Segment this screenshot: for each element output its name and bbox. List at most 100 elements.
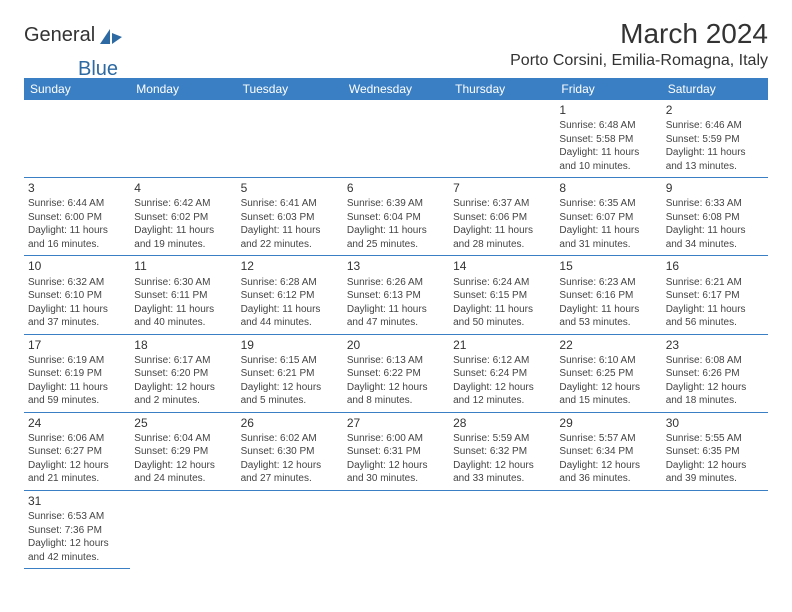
logo-text-blue: Blue <box>78 58 118 81</box>
day-number: 22 <box>559 337 657 354</box>
day-sunrise: Sunrise: 6:48 AM <box>559 119 657 133</box>
header: General March 2024 Porto Corsini, Emilia… <box>24 18 768 70</box>
day-dl1: Daylight: 11 hours <box>559 224 657 238</box>
calendar-day-cell: 25Sunrise: 6:04 AMSunset: 6:29 PMDayligh… <box>130 412 236 490</box>
day-number: 28 <box>453 415 551 432</box>
calendar-day-cell: 11Sunrise: 6:30 AMSunset: 6:11 PMDayligh… <box>130 256 236 334</box>
day-dl1: Daylight: 12 hours <box>134 381 232 395</box>
calendar-empty-cell <box>662 490 768 568</box>
day-sunset: Sunset: 6:08 PM <box>666 211 764 225</box>
calendar-day-cell: 27Sunrise: 6:00 AMSunset: 6:31 PMDayligh… <box>343 412 449 490</box>
month-title: March 2024 <box>510 18 768 50</box>
calendar-empty-cell <box>24 100 130 178</box>
day-number: 17 <box>28 337 126 354</box>
day-sunset: Sunset: 6:07 PM <box>559 211 657 225</box>
day-sunrise: Sunrise: 6:19 AM <box>28 354 126 368</box>
day-dl2: and 44 minutes. <box>241 316 339 330</box>
day-sunrise: Sunrise: 6:42 AM <box>134 197 232 211</box>
day-number: 18 <box>134 337 232 354</box>
weekday-header: Friday <box>555 78 661 100</box>
day-dl1: Daylight: 11 hours <box>134 303 232 317</box>
day-dl2: and 31 minutes. <box>559 238 657 252</box>
calendar-empty-cell <box>237 100 343 178</box>
calendar-header-row: SundayMondayTuesdayWednesdayThursdayFrid… <box>24 78 768 100</box>
calendar-body: 1Sunrise: 6:48 AMSunset: 5:58 PMDaylight… <box>24 100 768 569</box>
calendar-day-cell: 21Sunrise: 6:12 AMSunset: 6:24 PMDayligh… <box>449 334 555 412</box>
calendar-day-cell: 14Sunrise: 6:24 AMSunset: 6:15 PMDayligh… <box>449 256 555 334</box>
day-dl2: and 19 minutes. <box>134 238 232 252</box>
day-sunset: Sunset: 6:24 PM <box>453 367 551 381</box>
day-dl2: and 27 minutes. <box>241 472 339 486</box>
calendar-day-cell: 12Sunrise: 6:28 AMSunset: 6:12 PMDayligh… <box>237 256 343 334</box>
day-dl1: Daylight: 11 hours <box>453 224 551 238</box>
day-dl2: and 59 minutes. <box>28 394 126 408</box>
day-sunset: Sunset: 6:15 PM <box>453 289 551 303</box>
calendar-day-cell: 19Sunrise: 6:15 AMSunset: 6:21 PMDayligh… <box>237 334 343 412</box>
day-sunrise: Sunrise: 6:32 AM <box>28 276 126 290</box>
day-dl2: and 30 minutes. <box>347 472 445 486</box>
day-sunrise: Sunrise: 5:57 AM <box>559 432 657 446</box>
calendar-empty-cell <box>343 100 449 178</box>
day-sunset: Sunset: 5:59 PM <box>666 133 764 147</box>
day-sunrise: Sunrise: 6:53 AM <box>28 510 126 524</box>
calendar-day-cell: 1Sunrise: 6:48 AMSunset: 5:58 PMDaylight… <box>555 100 661 178</box>
day-sunrise: Sunrise: 6:13 AM <box>347 354 445 368</box>
day-number: 9 <box>666 180 764 197</box>
calendar-day-cell: 13Sunrise: 6:26 AMSunset: 6:13 PMDayligh… <box>343 256 449 334</box>
calendar-day-cell: 3Sunrise: 6:44 AMSunset: 6:00 PMDaylight… <box>24 178 130 256</box>
day-number: 8 <box>559 180 657 197</box>
day-sunset: Sunset: 5:58 PM <box>559 133 657 147</box>
day-number: 2 <box>666 102 764 119</box>
day-dl2: and 40 minutes. <box>134 316 232 330</box>
day-sunset: Sunset: 6:34 PM <box>559 445 657 459</box>
day-dl2: and 24 minutes. <box>134 472 232 486</box>
weekday-header: Wednesday <box>343 78 449 100</box>
day-sunset: Sunset: 6:03 PM <box>241 211 339 225</box>
day-sunrise: Sunrise: 6:00 AM <box>347 432 445 446</box>
day-dl1: Daylight: 12 hours <box>347 381 445 395</box>
day-sunrise: Sunrise: 6:17 AM <box>134 354 232 368</box>
day-sunset: Sunset: 6:17 PM <box>666 289 764 303</box>
day-dl1: Daylight: 12 hours <box>241 459 339 473</box>
day-dl2: and 37 minutes. <box>28 316 126 330</box>
day-number: 11 <box>134 258 232 275</box>
day-sunset: Sunset: 6:12 PM <box>241 289 339 303</box>
day-sunrise: Sunrise: 6:06 AM <box>28 432 126 446</box>
day-sunrise: Sunrise: 6:46 AM <box>666 119 764 133</box>
day-sunset: Sunset: 6:13 PM <box>347 289 445 303</box>
day-sunrise: Sunrise: 6:33 AM <box>666 197 764 211</box>
day-number: 3 <box>28 180 126 197</box>
day-sunset: Sunset: 6:02 PM <box>134 211 232 225</box>
day-dl2: and 47 minutes. <box>347 316 445 330</box>
day-dl1: Daylight: 11 hours <box>28 224 126 238</box>
calendar-day-cell: 6Sunrise: 6:39 AMSunset: 6:04 PMDaylight… <box>343 178 449 256</box>
day-sunrise: Sunrise: 6:41 AM <box>241 197 339 211</box>
day-dl1: Daylight: 12 hours <box>134 459 232 473</box>
day-dl1: Daylight: 12 hours <box>666 459 764 473</box>
day-dl1: Daylight: 12 hours <box>666 381 764 395</box>
day-dl2: and 28 minutes. <box>453 238 551 252</box>
location: Porto Corsini, Emilia-Romagna, Italy <box>510 52 768 70</box>
day-number: 14 <box>453 258 551 275</box>
calendar-week-row: 1Sunrise: 6:48 AMSunset: 5:58 PMDaylight… <box>24 100 768 178</box>
weekday-header: Tuesday <box>237 78 343 100</box>
calendar-day-cell: 30Sunrise: 5:55 AMSunset: 6:35 PMDayligh… <box>662 412 768 490</box>
day-sunset: Sunset: 6:16 PM <box>559 289 657 303</box>
day-sunrise: Sunrise: 6:12 AM <box>453 354 551 368</box>
day-number: 15 <box>559 258 657 275</box>
day-sunset: Sunset: 6:11 PM <box>134 289 232 303</box>
day-sunset: Sunset: 6:00 PM <box>28 211 126 225</box>
day-dl2: and 50 minutes. <box>453 316 551 330</box>
day-sunset: Sunset: 6:32 PM <box>453 445 551 459</box>
calendar-day-cell: 2Sunrise: 6:46 AMSunset: 5:59 PMDaylight… <box>662 100 768 178</box>
day-number: 26 <box>241 415 339 432</box>
day-dl2: and 42 minutes. <box>28 551 126 565</box>
day-number: 16 <box>666 258 764 275</box>
day-sunrise: Sunrise: 6:24 AM <box>453 276 551 290</box>
day-sunrise: Sunrise: 6:44 AM <box>28 197 126 211</box>
day-dl1: Daylight: 11 hours <box>559 146 657 160</box>
day-dl2: and 12 minutes. <box>453 394 551 408</box>
calendar-day-cell: 8Sunrise: 6:35 AMSunset: 6:07 PMDaylight… <box>555 178 661 256</box>
day-number: 19 <box>241 337 339 354</box>
day-number: 30 <box>666 415 764 432</box>
